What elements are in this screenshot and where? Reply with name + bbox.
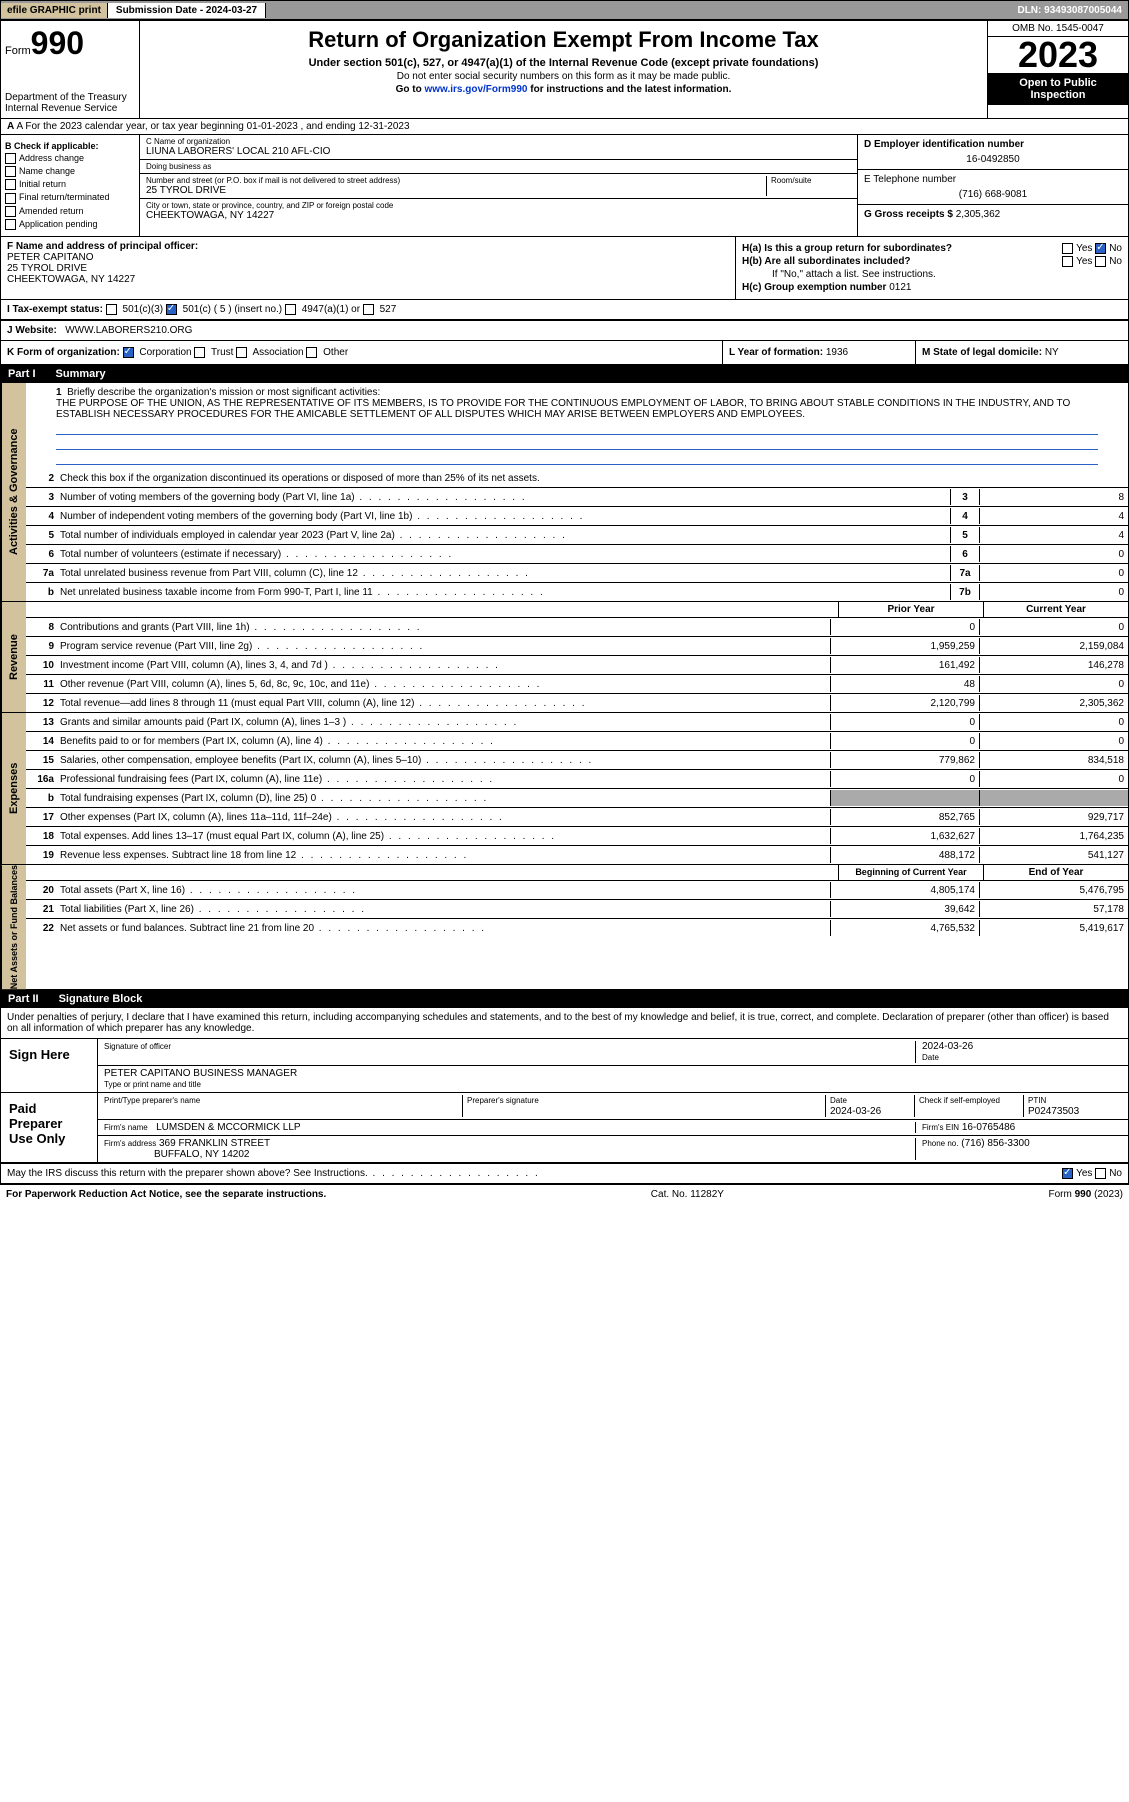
governance-section: Activities & Governance 1 Briefly descri…: [0, 383, 1129, 602]
ein: 16-0492850: [864, 154, 1122, 165]
cb-ha-no[interactable]: [1095, 243, 1106, 254]
b-label: B Check if applicable:: [5, 141, 99, 151]
city: CHEEKTOWAGA, NY 14227: [146, 210, 851, 221]
cb-final[interactable]: [5, 193, 16, 204]
subtitle-3: Go to www.irs.gov/Form990 for instructio…: [146, 84, 981, 95]
current-year-h: Current Year: [983, 602, 1128, 617]
efile-label[interactable]: efile GRAPHIC print: [1, 3, 108, 18]
discuss-row: May the IRS discuss this return with the…: [0, 1164, 1129, 1184]
gov-tab: Activities & Governance: [1, 383, 26, 601]
expenses-section: Expenses 13Grants and similar amounts pa…: [0, 713, 1129, 865]
open-public: Open to Public Inspection: [988, 73, 1128, 105]
ptin: P02473503: [1028, 1106, 1079, 1117]
cb-pending[interactable]: [5, 219, 16, 230]
k-label: K Form of organization:: [7, 347, 120, 358]
form-title: Return of Organization Exempt From Incom…: [146, 27, 981, 53]
footer-right: Form 990 (2023): [1049, 1189, 1123, 1200]
cat-no: Cat. No. 11282Y: [326, 1189, 1048, 1200]
part2-header: Part IISignature Block: [0, 990, 1129, 1008]
cb-corp[interactable]: [123, 347, 134, 358]
street: 25 TYROL DRIVE: [146, 185, 766, 196]
netassets-section: Net Assets or Fund Balances Beginning of…: [0, 865, 1129, 990]
form-number: Form990: [5, 25, 135, 62]
dept-label: Department of the Treasury Internal Reve…: [5, 92, 135, 114]
sign-here-label: Sign Here: [1, 1039, 98, 1092]
gross-receipts: 2,305,362: [956, 209, 1001, 220]
subtitle-1: Under section 501(c), 527, or 4947(a)(1)…: [146, 57, 981, 69]
cb-name[interactable]: [5, 166, 16, 177]
rev-tab: Revenue: [1, 602, 26, 712]
row-a: A A For the 2023 calendar year, or tax y…: [0, 119, 1129, 135]
section-k: K Form of organization: Corporation Trus…: [0, 341, 1129, 365]
cb-initial[interactable]: [5, 179, 16, 190]
state-domicile: NY: [1045, 347, 1059, 358]
phone: (716) 668-9081: [864, 189, 1122, 200]
firm-phone: (716) 856-3300: [961, 1138, 1029, 1149]
cb-assoc[interactable]: [236, 347, 247, 358]
cb-hb-no[interactable]: [1095, 256, 1106, 267]
c-name-label: C Name of organization: [146, 137, 851, 146]
cb-4947[interactable]: [285, 304, 296, 315]
dln: DLN: 93493087005044: [1011, 3, 1128, 18]
g-label: G Gross receipts $: [864, 209, 953, 220]
cb-trust[interactable]: [194, 347, 205, 358]
group-exemption: 0121: [889, 282, 911, 293]
part1-header: Part ISummary: [0, 365, 1129, 383]
hb-label: H(b) Are all subordinates included?: [742, 256, 911, 267]
footer: For Paperwork Reduction Act Notice, see …: [0, 1184, 1129, 1204]
firm-ein: 16-0765486: [962, 1122, 1015, 1133]
hc-label: H(c) Group exemption number: [742, 282, 889, 293]
d-label: D Employer identification number: [864, 139, 1024, 150]
i-label: I Tax-exempt status:: [7, 304, 103, 315]
cb-ha-yes[interactable]: [1062, 243, 1073, 254]
line1-label: Briefly describe the organization's miss…: [67, 387, 380, 398]
cb-501c[interactable]: [166, 304, 177, 315]
website: WWW.LABORERS210.ORG: [65, 325, 192, 336]
irs-link[interactable]: www.irs.gov/Form990: [424, 84, 527, 95]
firm-name: LUMSDEN & MCCORMICK LLP: [156, 1122, 300, 1133]
section-fh: F Name and address of principal officer:…: [0, 237, 1129, 300]
subtitle-2: Do not enter social security numbers on …: [146, 71, 981, 82]
year-formation: 1936: [826, 347, 848, 358]
cb-501c3[interactable]: [106, 304, 117, 315]
section-ij: I Tax-exempt status: 501(c)(3) 501(c) ( …: [0, 300, 1129, 321]
mission-text: THE PURPOSE OF THE UNION, AS THE REPRESE…: [56, 398, 1070, 420]
submission-date: Submission Date - 2024-03-27: [108, 3, 266, 18]
e-label: E Telephone number: [864, 174, 956, 185]
line2: Check this box if the organization disco…: [60, 473, 1128, 484]
net-tab: Net Assets or Fund Balances: [1, 865, 26, 989]
section-bc: B Check if applicable: Address change Na…: [0, 135, 1129, 237]
officer-name: PETER CAPITANO: [7, 252, 94, 263]
cb-other[interactable]: [306, 347, 317, 358]
paid-preparer-label: Paid Preparer Use Only: [1, 1093, 98, 1162]
sign-date: 2024-03-26: [922, 1041, 973, 1052]
f-label: F Name and address of principal officer:: [7, 241, 198, 252]
cb-discuss-yes[interactable]: [1062, 1168, 1073, 1179]
footer-left: For Paperwork Reduction Act Notice, see …: [6, 1189, 326, 1200]
perjury-text: Under penalties of perjury, I declare th…: [0, 1008, 1129, 1039]
top-bar: efile GRAPHIC print Submission Date - 20…: [0, 0, 1129, 20]
ha-label: H(a) Is this a group return for subordin…: [742, 243, 952, 254]
exp-tab: Expenses: [1, 713, 26, 864]
dba-label: Doing business as: [146, 162, 851, 171]
org-name: LIUNA LABORERS' LOCAL 210 AFL-CIO: [146, 146, 851, 157]
sign-here-section: Sign Here Signature of officer2024-03-26…: [0, 1039, 1129, 1164]
j-label: J Website:: [7, 325, 57, 336]
cb-amended[interactable]: [5, 206, 16, 217]
revenue-section: Revenue Prior YearCurrent Year 8Contribu…: [0, 602, 1129, 713]
officer-sig-name: PETER CAPITANO BUSINESS MANAGER: [104, 1068, 297, 1079]
form-header: Form990 Department of the Treasury Inter…: [0, 20, 1129, 119]
cb-address[interactable]: [5, 153, 16, 164]
tax-year: 2023: [988, 37, 1128, 73]
firm-addr: 369 FRANKLIN STREET: [159, 1138, 270, 1149]
prior-year-h: Prior Year: [838, 602, 983, 617]
cb-discuss-no[interactable]: [1095, 1168, 1106, 1179]
section-j: J Website: WWW.LABORERS210.ORG: [0, 321, 1129, 341]
cb-hb-yes[interactable]: [1062, 256, 1073, 267]
cb-527[interactable]: [363, 304, 374, 315]
